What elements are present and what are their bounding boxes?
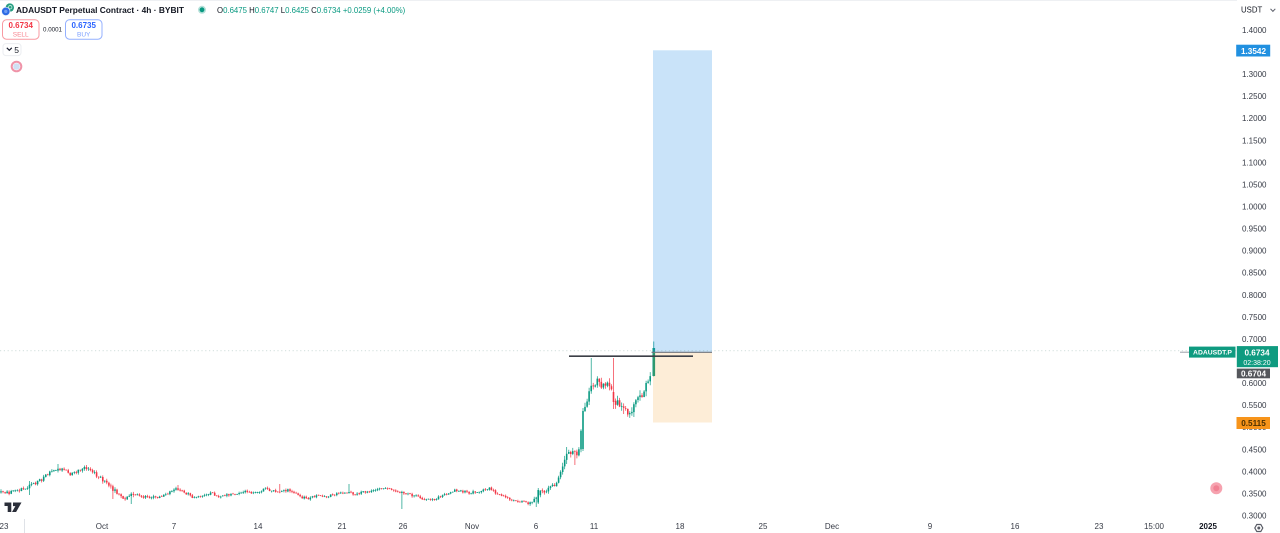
svg-text:0.5115: 0.5115 bbox=[1241, 419, 1266, 428]
svg-text:0.8000: 0.8000 bbox=[1242, 291, 1267, 300]
svg-text:0.9000: 0.9000 bbox=[1242, 247, 1267, 256]
svg-text:BUY: BUY bbox=[77, 31, 91, 38]
svg-text:1.2000: 1.2000 bbox=[1242, 114, 1267, 123]
svg-text:0.6734: 0.6734 bbox=[1244, 349, 1269, 358]
svg-text:0.3500: 0.3500 bbox=[1242, 490, 1267, 499]
svg-text:21: 21 bbox=[338, 522, 347, 531]
svg-text:1.3542: 1.3542 bbox=[1241, 47, 1266, 56]
svg-text:1.4000: 1.4000 bbox=[1242, 26, 1267, 35]
svg-text:25: 25 bbox=[759, 522, 768, 531]
svg-text:02:38:20: 02:38:20 bbox=[1243, 360, 1270, 367]
svg-text:18: 18 bbox=[676, 522, 685, 531]
svg-text:1.1500: 1.1500 bbox=[1242, 136, 1267, 145]
svg-text:1.3000: 1.3000 bbox=[1242, 70, 1267, 79]
svg-text:0.5500: 0.5500 bbox=[1242, 401, 1267, 410]
svg-text:0.6000: 0.6000 bbox=[1242, 379, 1267, 388]
svg-text:0.3000: 0.3000 bbox=[1242, 512, 1267, 521]
svg-text:15:00: 15:00 bbox=[1144, 522, 1165, 531]
svg-text:0.9500: 0.9500 bbox=[1242, 225, 1267, 234]
svg-text:1.0500: 1.0500 bbox=[1242, 180, 1267, 189]
svg-text:0.0001: 0.0001 bbox=[43, 27, 62, 34]
svg-text:23: 23 bbox=[0, 522, 9, 531]
svg-text:7: 7 bbox=[172, 522, 177, 531]
svg-text:Nov: Nov bbox=[465, 522, 479, 531]
svg-text:SELL: SELL bbox=[13, 31, 29, 38]
svg-text:5: 5 bbox=[14, 45, 19, 55]
svg-text:0.7000: 0.7000 bbox=[1242, 335, 1267, 344]
svg-text:ADAUSDT Perpetual Contract · 4: ADAUSDT Perpetual Contract · 4h · BYBIT bbox=[16, 5, 185, 15]
svg-text:9: 9 bbox=[928, 522, 933, 531]
svg-text:0.6734: 0.6734 bbox=[8, 21, 33, 30]
svg-text:0.7500: 0.7500 bbox=[1242, 313, 1267, 322]
svg-text:0.8500: 0.8500 bbox=[1242, 269, 1267, 278]
svg-text:1.1000: 1.1000 bbox=[1242, 158, 1267, 167]
svg-text:0.6704: 0.6704 bbox=[1241, 369, 1266, 378]
svg-text:0.4500: 0.4500 bbox=[1242, 445, 1267, 454]
svg-text:16: 16 bbox=[1011, 522, 1020, 531]
svg-text:2025: 2025 bbox=[1199, 522, 1217, 531]
svg-text:Dec: Dec bbox=[825, 522, 839, 531]
svg-text:23: 23 bbox=[1095, 522, 1104, 531]
svg-text:USDT: USDT bbox=[1241, 6, 1262, 15]
svg-text:0.4000: 0.4000 bbox=[1242, 467, 1267, 476]
svg-text:14: 14 bbox=[254, 522, 263, 531]
svg-text:26: 26 bbox=[399, 522, 408, 531]
svg-text:1.2500: 1.2500 bbox=[1242, 92, 1267, 101]
svg-text:11: 11 bbox=[590, 522, 599, 531]
svg-text:Oct: Oct bbox=[96, 522, 109, 531]
svg-text:1.0000: 1.0000 bbox=[1242, 203, 1267, 212]
svg-text:O0.6475 H0.6747 L0.6425 C0.673: O0.6475 H0.6747 L0.6425 C0.6734 +0.0259 … bbox=[217, 6, 406, 15]
svg-text:0.6735: 0.6735 bbox=[71, 21, 96, 30]
svg-text:ADAUSDT.P: ADAUSDT.P bbox=[1193, 350, 1232, 357]
svg-text:6: 6 bbox=[534, 522, 539, 531]
